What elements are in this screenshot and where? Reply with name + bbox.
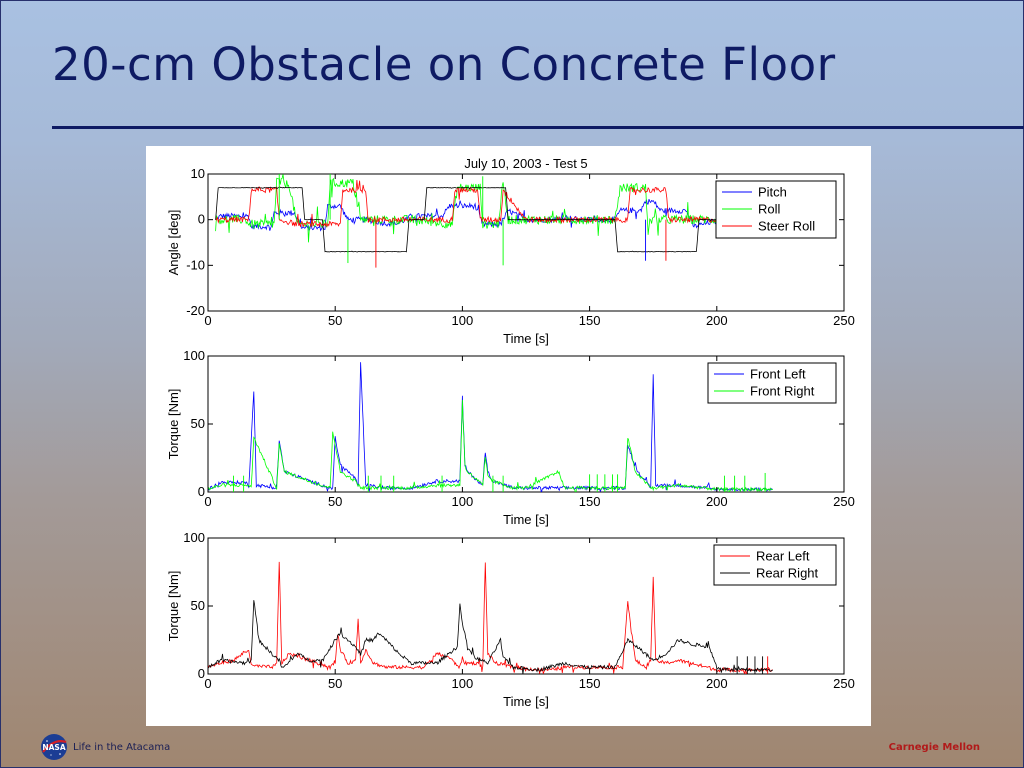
series-line-steer-roll [215,179,774,228]
y-tick-label: 50 [191,416,205,431]
title-underline [52,126,1024,129]
x-tick-label: 100 [452,494,474,509]
x-axis-label: Time [s] [503,694,549,709]
x-tick-label: 0 [204,494,211,509]
x-tick-label: 0 [204,676,211,691]
plot-area [208,561,774,674]
y-tick-label: -20 [186,303,205,318]
x-axis-label: Time [s] [503,331,549,346]
subplot-1: 0 50 100 150 200 250 -20 -10 0 10 Time [s] Angle [d… [166,156,855,346]
x-tick-label: 200 [706,313,728,328]
y-tick-label: 0 [198,212,205,227]
footer-left-text: Life in the Atacama [73,741,171,753]
legend-box [707,362,837,404]
footer-right-text: Carnegie Mellon [888,742,980,753]
legend-entry: Front Left [750,367,806,382]
chart-figure: 0 50 100 150 200 250 -20 -10 0 10 Time [s] Angle [d… [166,156,855,709]
subplot-3: 0 50 100 150 200 250 0 50 100 Time [s] Torque [Nm]… [166,530,855,709]
legend-entry: Front Right [750,384,815,399]
y-axis-label: Torque [Nm] [166,571,181,642]
legend-entry: Steer Roll [758,219,815,234]
x-axis-label: Time [s] [503,512,549,527]
slide-title: 20-cm Obstacle on Concrete Floor [52,38,836,91]
y-tick-label: 100 [183,530,205,545]
x-tick-label: 150 [579,313,601,328]
legend-entry: Rear Right [756,566,819,581]
subplot-2: 0 50 100 150 200 250 0 50 100 Time [s] Torque [Nm]… [166,348,855,527]
series-line-roll [215,174,774,243]
legend: Pitch Roll Steer Roll [715,180,837,239]
y-tick-label: 10 [191,166,205,181]
nasa-logo-icon: NASA [41,734,67,760]
footer-left: NASA Life in the Atacama [40,733,170,761]
x-tick-label: 100 [452,313,474,328]
x-tick-label: 100 [452,676,474,691]
nasa-logo-text: NASA [42,743,65,752]
series-line-rear-left [208,561,773,674]
series-line-front-right [208,399,773,492]
y-tick-label: 0 [198,484,205,499]
x-tick-label: 150 [579,676,601,691]
series-line-reference [215,186,773,253]
plot-area [215,174,774,268]
legend-entry: Pitch [758,185,787,200]
x-tick-label: 250 [833,313,855,328]
legend-entry: Rear Left [756,549,810,564]
x-tick-label: 50 [328,494,342,509]
y-tick-label: -10 [186,257,205,272]
x-tick-label: 0 [204,313,211,328]
legend-box [713,544,837,586]
legend-entry: Roll [758,202,781,217]
y-axis-label: Angle [deg] [166,210,181,276]
figure-panel: 0 50 100 150 200 250 -20 -10 0 10 Time [s] Angle [d… [146,146,871,726]
series-line-rear-right [208,600,774,674]
y-tick-label: 100 [183,348,205,363]
y-tick-label: 0 [198,666,205,681]
legend: Front Left Front Right [707,362,837,404]
plot-area [208,362,773,492]
x-tick-label: 200 [706,676,728,691]
x-tick-label: 50 [328,676,342,691]
y-tick-label: 50 [191,598,205,613]
y-axis-label: Torque [Nm] [166,389,181,460]
x-tick-label: 200 [706,494,728,509]
x-tick-label: 150 [579,494,601,509]
x-tick-label: 250 [833,676,855,691]
legend: Rear Left Rear Right [713,544,837,586]
chart-title: July 10, 2003 - Test 5 [464,156,587,171]
x-tick-label: 250 [833,494,855,509]
x-tick-label: 50 [328,313,342,328]
